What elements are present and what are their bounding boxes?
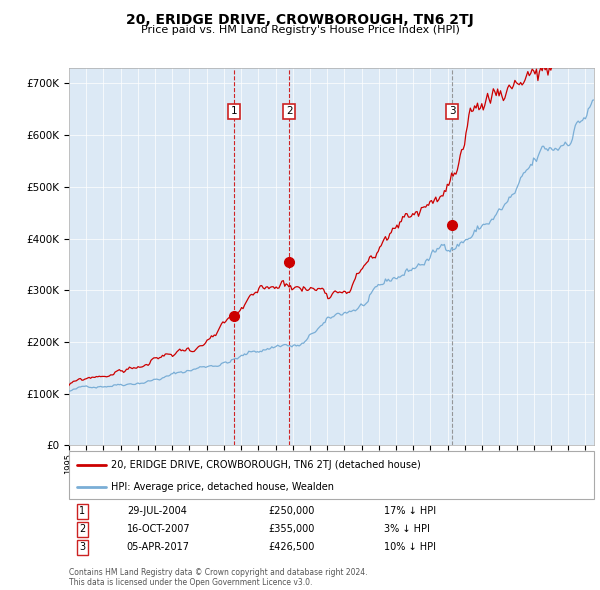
Text: 16-OCT-2007: 16-OCT-2007 <box>127 525 190 534</box>
Text: 29-JUL-2004: 29-JUL-2004 <box>127 506 187 516</box>
Text: 05-APR-2017: 05-APR-2017 <box>127 542 190 552</box>
Text: 20, ERIDGE DRIVE, CROWBOROUGH, TN6 2TJ (detached house): 20, ERIDGE DRIVE, CROWBOROUGH, TN6 2TJ (… <box>111 460 421 470</box>
Text: Contains HM Land Registry data © Crown copyright and database right 2024.
This d: Contains HM Land Registry data © Crown c… <box>69 568 367 587</box>
Text: Price paid vs. HM Land Registry's House Price Index (HPI): Price paid vs. HM Land Registry's House … <box>140 25 460 35</box>
Text: 20, ERIDGE DRIVE, CROWBOROUGH, TN6 2TJ: 20, ERIDGE DRIVE, CROWBOROUGH, TN6 2TJ <box>126 13 474 27</box>
FancyBboxPatch shape <box>69 451 594 499</box>
Text: 3: 3 <box>79 542 85 552</box>
Text: £250,000: £250,000 <box>269 506 315 516</box>
Text: 3: 3 <box>449 106 455 116</box>
Text: 1: 1 <box>230 106 237 116</box>
Text: £426,500: £426,500 <box>269 542 315 552</box>
Text: HPI: Average price, detached house, Wealden: HPI: Average price, detached house, Weal… <box>111 482 334 491</box>
Text: 2: 2 <box>286 106 292 116</box>
Text: 1: 1 <box>79 506 85 516</box>
Text: 3% ↓ HPI: 3% ↓ HPI <box>384 525 430 534</box>
Text: 17% ↓ HPI: 17% ↓ HPI <box>384 506 436 516</box>
Text: 2: 2 <box>79 525 85 534</box>
Text: £355,000: £355,000 <box>269 525 315 534</box>
Text: 10% ↓ HPI: 10% ↓ HPI <box>384 542 436 552</box>
